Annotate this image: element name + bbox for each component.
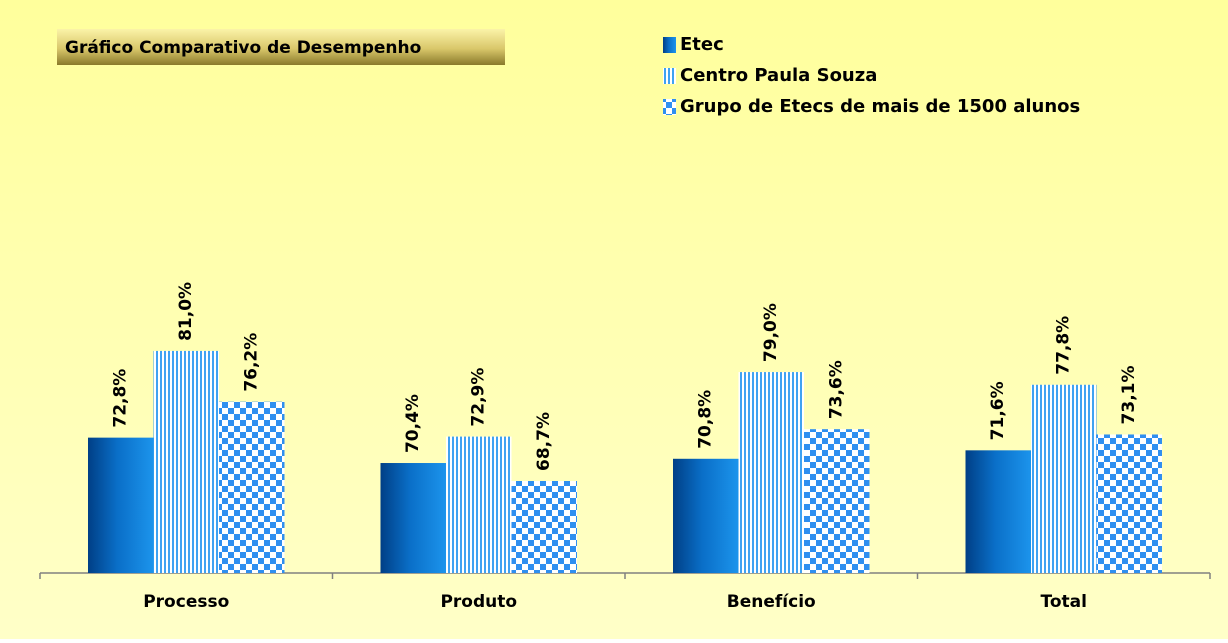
data-label: 76,2% bbox=[242, 333, 262, 392]
x-tick-label: Processo bbox=[143, 592, 229, 612]
chart-title: Gráfico Comparativo de Desempenho bbox=[65, 38, 421, 58]
data-label: 72,9% bbox=[469, 368, 489, 427]
bar bbox=[673, 458, 739, 573]
x-tick-label: Benefício bbox=[727, 592, 816, 612]
data-label: 77,8% bbox=[1054, 316, 1074, 375]
bar bbox=[219, 401, 285, 573]
bar bbox=[1031, 384, 1097, 573]
data-label: 72,8% bbox=[111, 369, 131, 428]
legend-label: Etec bbox=[680, 34, 724, 55]
x-tick-label: Produto bbox=[440, 592, 517, 612]
data-label: 70,4% bbox=[403, 394, 423, 453]
bar bbox=[88, 437, 154, 573]
bar bbox=[446, 436, 512, 573]
data-label: 73,1% bbox=[1119, 365, 1139, 424]
data-label: 73,6% bbox=[827, 360, 847, 419]
bar bbox=[1096, 434, 1162, 573]
bar bbox=[153, 350, 219, 573]
data-label: 68,7% bbox=[534, 412, 554, 471]
legend-swatch bbox=[663, 68, 676, 84]
title-box bbox=[57, 29, 505, 65]
legend-label: Grupo de Etecs de mais de 1500 alunos bbox=[680, 96, 1080, 117]
bar bbox=[965, 450, 1031, 573]
data-label: 81,0% bbox=[176, 282, 196, 341]
data-label: 79,0% bbox=[761, 303, 781, 362]
bar bbox=[804, 429, 870, 573]
legend-label: Centro Paula Souza bbox=[680, 65, 877, 86]
bar bbox=[380, 463, 446, 573]
data-label: 71,6% bbox=[988, 381, 1008, 440]
bar bbox=[511, 480, 577, 573]
bar bbox=[738, 372, 804, 573]
data-label: 70,8% bbox=[696, 390, 716, 449]
x-tick-label: Total bbox=[1041, 592, 1087, 612]
legend-swatch bbox=[663, 99, 676, 115]
legend-swatch bbox=[663, 37, 676, 53]
